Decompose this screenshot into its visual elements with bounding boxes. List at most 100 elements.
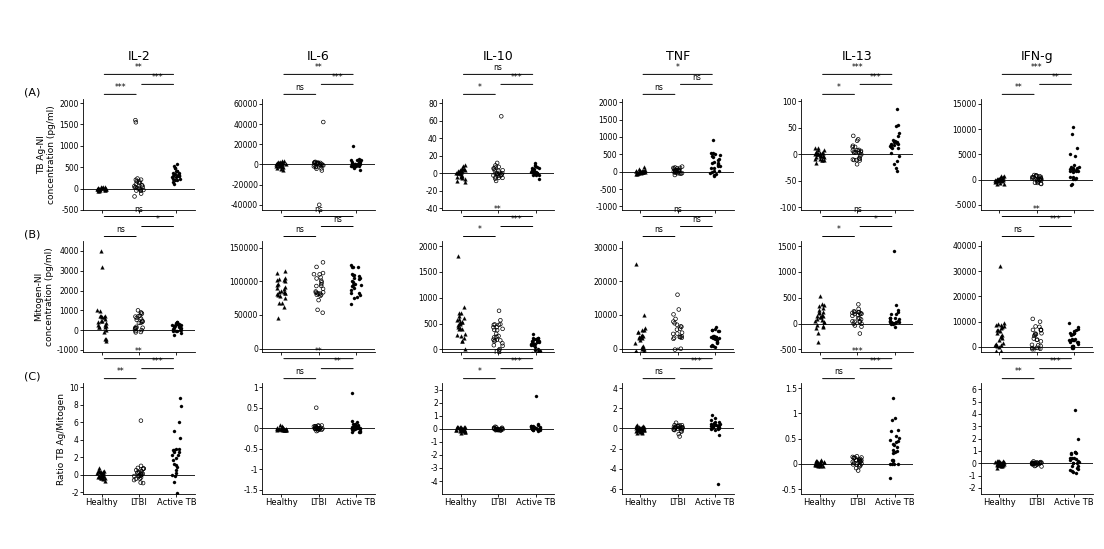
Point (1064, 175, 1082, 183)
Point (889, 138, 906, 147)
Point (350, 424, 368, 433)
Point (845, 141, 862, 150)
Point (490, 166, 508, 175)
Point (270, 159, 288, 167)
Point (524, 167, 542, 176)
Point (883, 143, 901, 152)
Point (887, 163, 904, 172)
Point (449, 323, 467, 332)
Point (349, 159, 367, 168)
Point (166, 162, 183, 171)
Point (312, 161, 330, 170)
Point (703, 423, 721, 432)
Point (275, 276, 293, 285)
Point (1064, 326, 1082, 335)
Point (131, 186, 149, 194)
Point (450, 427, 468, 435)
Point (314, 424, 331, 433)
Point (486, 336, 503, 345)
Point (168, 461, 185, 470)
Point (312, 279, 330, 288)
Point (1063, 341, 1081, 350)
Point (92, 472, 109, 481)
Point (490, 169, 508, 177)
Point (704, 136, 722, 145)
Text: **: ** (1015, 367, 1022, 376)
Point (97, 321, 115, 330)
Point (348, 424, 365, 433)
Point (456, 423, 474, 432)
Point (704, 334, 722, 343)
Point (670, 305, 688, 314)
Point (1030, 322, 1048, 331)
Point (887, 323, 904, 332)
Point (125, 475, 142, 484)
Point (485, 341, 502, 350)
Point (134, 464, 151, 473)
Title: IL-10: IL-10 (482, 50, 513, 63)
Point (885, 141, 903, 150)
Point (1062, 330, 1080, 339)
Point (350, 158, 368, 166)
Point (92, 473, 109, 482)
Point (168, 173, 185, 182)
Point (1062, 449, 1080, 458)
Point (1031, 175, 1049, 183)
Text: **: ** (135, 63, 142, 71)
Point (1031, 317, 1049, 326)
Point (132, 473, 150, 482)
Point (134, 469, 151, 478)
Point (1032, 326, 1050, 334)
Point (527, 169, 544, 177)
Point (1070, 324, 1087, 333)
Point (132, 309, 150, 317)
Point (666, 345, 683, 354)
Point (486, 424, 503, 433)
Point (635, 425, 652, 434)
Point (457, 427, 475, 436)
Point (667, 423, 684, 432)
Point (166, 448, 183, 457)
Point (814, 462, 831, 470)
Point (630, 165, 648, 173)
Point (172, 324, 190, 333)
Point (447, 425, 465, 434)
Text: ***: *** (1031, 347, 1042, 356)
Point (702, 164, 720, 173)
Point (1061, 336, 1079, 345)
Point (670, 167, 688, 176)
Text: ns: ns (655, 225, 664, 234)
Point (455, 302, 473, 311)
Point (168, 468, 185, 477)
Point (709, 338, 726, 347)
Point (528, 168, 545, 177)
Point (274, 159, 291, 167)
Point (449, 321, 467, 329)
Point (309, 289, 327, 298)
Point (851, 156, 869, 165)
Point (308, 164, 326, 173)
Point (351, 158, 369, 167)
Point (488, 425, 506, 434)
Point (1063, 462, 1081, 470)
Point (703, 421, 721, 430)
Point (1028, 460, 1045, 469)
Point (634, 423, 651, 432)
Point (275, 287, 293, 296)
Point (530, 171, 548, 180)
Point (485, 424, 502, 433)
Point (1028, 335, 1045, 344)
Point (636, 323, 654, 332)
Point (167, 319, 184, 328)
Point (1070, 464, 1087, 473)
Point (1028, 335, 1045, 344)
Point (1023, 315, 1041, 323)
Point (707, 333, 724, 341)
Point (1027, 171, 1044, 180)
Point (493, 169, 511, 177)
Point (343, 142, 361, 150)
Text: **: ** (333, 357, 341, 366)
Point (992, 462, 1010, 470)
Point (1027, 459, 1044, 468)
Point (526, 424, 543, 433)
